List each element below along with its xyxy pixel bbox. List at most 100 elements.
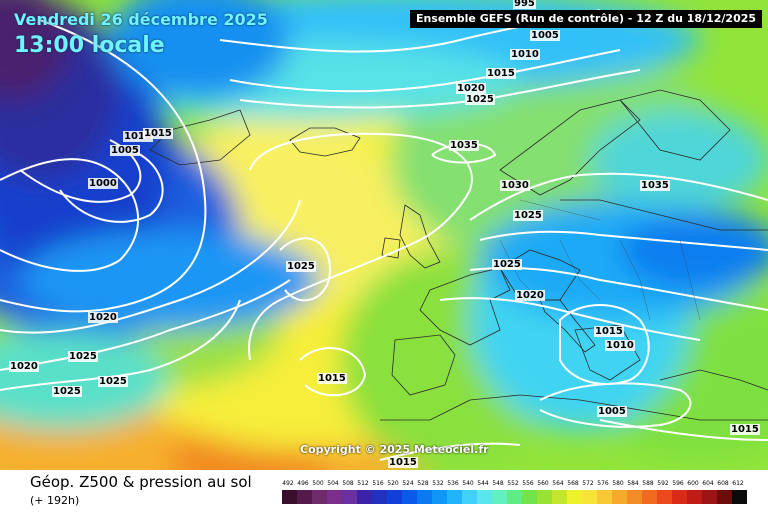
forecast-date: Vendredi 26 décembre 2025 [14, 10, 268, 29]
isobar-label: 1005 [597, 406, 627, 417]
scale-color-cell [582, 490, 597, 504]
isobar-label: 1025 [465, 94, 495, 105]
scale-value-label: 592 [657, 480, 669, 487]
scale-value-label: 500 [312, 480, 324, 487]
scale-value-label: 552 [507, 480, 519, 487]
scale-color-cell [597, 490, 612, 504]
scale-color-cell [462, 490, 477, 504]
isobar-label: 1025 [52, 386, 82, 397]
isobar-label: 1030 [500, 180, 530, 191]
scale-value-label: 532 [432, 480, 444, 487]
scale-value-label: 596 [672, 480, 684, 487]
isobar-label: 1015 [594, 326, 624, 337]
isobar-label: 1020 [9, 361, 39, 372]
scale-color-cell [327, 490, 342, 504]
scale-color-cell [552, 490, 567, 504]
scale-color-cell [627, 490, 642, 504]
scale-value-label: 608 [717, 480, 729, 487]
isobar-label: 1025 [492, 259, 522, 270]
scale-value-label: 568 [567, 480, 579, 487]
scale-value-label: 580 [612, 480, 624, 487]
scale-value-label: 540 [462, 480, 474, 487]
isobar-label: 1025 [513, 210, 543, 221]
copyright-text: Copyright © 2025 Meteociel.fr [300, 443, 489, 456]
scale-color-cell [447, 490, 462, 504]
isobar-label: 1015 [730, 424, 760, 435]
borders [499, 199, 701, 321]
scale-value-label: 588 [642, 480, 654, 487]
scale-value-label: 516 [372, 480, 384, 487]
isobars [0, 9, 768, 461]
scale-value-label: 560 [537, 480, 549, 487]
scale-color-cell [357, 490, 372, 504]
isobar-label: 1035 [640, 180, 670, 191]
isobar-label: 1035 [449, 140, 479, 151]
weather-map: 995 1005 1010 1015 1020 1025 1010 1015 1… [0, 0, 768, 470]
isobar-label: 1005 [530, 30, 560, 41]
isobar-label: 1020 [456, 83, 486, 94]
isobar-label: 1015 [143, 128, 173, 139]
scale-value-label: 496 [297, 480, 309, 487]
isobar-label: 1025 [68, 351, 98, 362]
scale-value-label: 536 [447, 480, 459, 487]
isobar-label: 1010 [510, 49, 540, 60]
scale-color-cell [672, 490, 687, 504]
scale-color-cell [687, 490, 702, 504]
map-title: Géop. Z500 & pression au sol [30, 473, 252, 491]
scale-value-label: 528 [417, 480, 429, 487]
scale-color-cell [612, 490, 627, 504]
scale-color-cell [432, 490, 447, 504]
isobar-label: 1015 [317, 373, 347, 384]
scale-value-label: 548 [492, 480, 504, 487]
map-canvas [0, 0, 768, 470]
isobar-label: 1010 [123, 131, 153, 142]
scale-color-cell [297, 490, 312, 504]
run-info-banner: Ensemble GEFS (Run de contrôle) - 12 Z d… [410, 10, 762, 28]
scale-color-cell [372, 490, 387, 504]
scale-color-cell [387, 490, 402, 504]
scale-color-cell [717, 490, 732, 504]
scale-color-cell [567, 490, 582, 504]
isobar-label: 1025 [98, 376, 128, 387]
scale-color-cell [312, 490, 327, 504]
scale-color-cell [732, 490, 747, 504]
isobar-label: 1020 [515, 290, 545, 301]
scale-value-label: 556 [522, 480, 534, 487]
isobar-label: 1015 [388, 457, 418, 468]
scale-color-cell [537, 490, 552, 504]
scale-color-cell [522, 490, 537, 504]
scale-color-cell [402, 490, 417, 504]
scale-color-cell [492, 490, 507, 504]
scale-color-cell [417, 490, 432, 504]
scale-value-label: 504 [327, 480, 339, 487]
forecast-lead-time: (+ 192h) [30, 494, 80, 507]
scale-value-label: 520 [387, 480, 399, 487]
isobar-label: 995 [513, 0, 536, 9]
isobar-label: 1005 [110, 145, 140, 156]
scale-value-label: 544 [477, 480, 489, 487]
scale-value-label: 508 [342, 480, 354, 487]
scale-color-cell [477, 490, 492, 504]
scale-value-label: 512 [357, 480, 369, 487]
scale-value-label: 564 [552, 480, 564, 487]
scale-color-cell [342, 490, 357, 504]
legend-footer: Géop. Z500 & pression au sol (+ 192h) 49… [0, 470, 768, 512]
scale-color-cell [642, 490, 657, 504]
scale-color-cell [282, 490, 297, 504]
scale-value-label: 600 [687, 480, 699, 487]
geopotential-field [0, 0, 768, 470]
isobar-label: 1020 [88, 312, 118, 323]
scale-value-label: 576 [597, 480, 609, 487]
scale-color-cell [657, 490, 672, 504]
scale-color-cell [702, 490, 717, 504]
isobar-label: 1000 [88, 178, 118, 189]
scale-value-label: 492 [282, 480, 294, 487]
scale-value-label: 524 [402, 480, 414, 487]
scale-value-label: 612 [732, 480, 744, 487]
scale-color-cell [507, 490, 522, 504]
isobar-label: 1015 [486, 68, 516, 79]
isobar-label: 1010 [605, 340, 635, 351]
forecast-time: 13:00 locale [14, 33, 165, 58]
isobar-label: 1025 [286, 261, 316, 272]
scale-value-label: 604 [702, 480, 714, 487]
